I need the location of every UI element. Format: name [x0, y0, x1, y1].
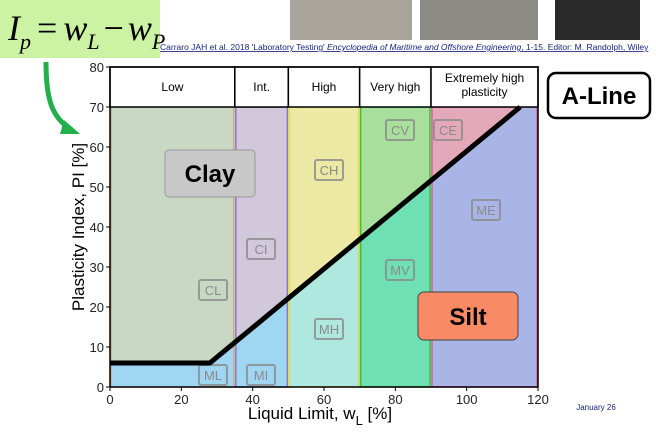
citation-part: , 1-15. Editor: M. Randolph, Wiley: [521, 42, 649, 52]
group-box: [385, 119, 415, 141]
group-box: [314, 318, 344, 340]
group-box: [198, 364, 228, 386]
formula-token: w: [128, 8, 152, 48]
zone-label: Extremely high plasticity: [445, 71, 524, 99]
y-tick-label: 20: [90, 300, 104, 315]
y-tick-label: 50: [90, 180, 104, 195]
x-tick-label: 80: [388, 392, 402, 407]
group-box: [246, 238, 276, 260]
group-box: [198, 279, 228, 301]
group-label: MV: [390, 263, 410, 278]
formula-token: I: [7, 8, 22, 48]
x-axis-label-part: [%]: [363, 404, 392, 423]
zone-lower: [359, 180, 431, 387]
y-tick-label: 0: [97, 380, 104, 395]
silt-box: [417, 291, 519, 341]
a-line-label: A-Line: [562, 83, 637, 110]
formula-box: [0, 0, 160, 58]
group-box: [433, 119, 463, 141]
x-tick-label: 20: [174, 392, 188, 407]
group-label: ML: [204, 368, 222, 383]
x-tick-label: 0: [106, 392, 113, 407]
group-label: MI: [254, 368, 268, 383]
a-line: [110, 105, 522, 366]
x-axis-label: Liquid Limit, wL [%]: [248, 404, 392, 428]
formula-token: w: [63, 8, 87, 48]
group-label: ME: [476, 203, 496, 218]
date: January 26: [576, 403, 616, 412]
group-label: CI: [255, 242, 268, 257]
photo: [290, 0, 412, 40]
zone-lower: [288, 239, 360, 387]
y-tick-label: 80: [90, 60, 104, 75]
photo: [555, 0, 640, 40]
group-label: CH: [320, 163, 339, 178]
zone-header: [430, 66, 539, 108]
formula-sub: P: [151, 29, 165, 54]
x-axis-label-part: Liquid Limit, w: [248, 404, 356, 423]
citation-part: Carraro JAH et al. 2018 'Laboratory Test…: [160, 42, 327, 52]
zone-label: Low: [161, 80, 183, 94]
group-label: CV: [391, 123, 409, 138]
y-tick-label: 30: [90, 260, 104, 275]
formula-sub: p: [18, 29, 31, 54]
y-axis-label: Plasticity Index, PI [%]: [69, 143, 88, 311]
zone-label: High: [312, 80, 337, 94]
x-tick-label: 40: [245, 392, 259, 407]
photo: [420, 0, 538, 40]
y-tick-label: 70: [90, 100, 104, 115]
group-box: [246, 364, 276, 386]
zone-header: [287, 66, 361, 108]
formula-sub: L: [86, 29, 99, 54]
zone-header: [358, 66, 432, 108]
x-axis-label-part: L: [356, 413, 363, 428]
group-label: CE: [439, 123, 457, 138]
group-box: [471, 199, 501, 221]
group-label: CL: [205, 283, 222, 298]
y-tick-label: 60: [90, 140, 104, 155]
y-tick-label: 10: [90, 340, 104, 355]
arrow: [43, 61, 74, 133]
zone-label: Very high: [370, 80, 420, 94]
y-tick-label: 40: [90, 220, 104, 235]
group-box: [385, 259, 415, 281]
formula: Ip = wL − wP: [7, 8, 165, 54]
formula-token: =: [37, 8, 57, 48]
group-label: MH: [319, 322, 339, 337]
clay-box: [164, 149, 256, 198]
zone-label: Int.: [253, 80, 270, 94]
formula-token: −: [104, 8, 124, 48]
x-tick-label: 60: [317, 392, 331, 407]
x-tick-label: 120: [527, 392, 549, 407]
silt-label: Silt: [449, 304, 486, 331]
arrow-head: [60, 120, 80, 134]
citation-part: Encyclopedia of Maritime and Offshore En…: [327, 42, 521, 52]
x-tick-label: 100: [456, 392, 478, 407]
a-line-box: [546, 71, 652, 120]
group-box: [314, 159, 344, 181]
zone: [110, 107, 235, 387]
citation: Carraro JAH et al. 2018 'Laboratory Test…: [160, 42, 649, 52]
clay-label: Clay: [185, 161, 236, 188]
